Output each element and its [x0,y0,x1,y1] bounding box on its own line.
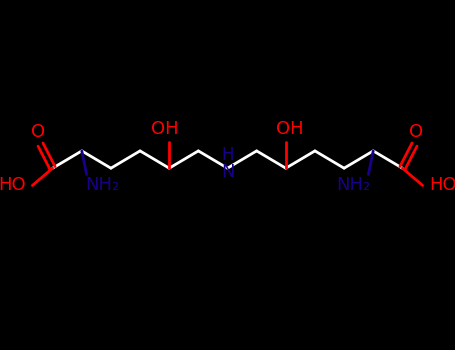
Text: O: O [31,123,46,141]
Text: NH₂: NH₂ [85,176,119,194]
Text: N: N [221,163,234,181]
Text: OH: OH [152,120,179,138]
Text: O: O [410,123,424,141]
Text: HO: HO [0,176,26,195]
Text: OH: OH [276,120,303,138]
Text: NH₂: NH₂ [336,176,370,194]
Text: H: H [221,146,234,163]
Text: HO: HO [429,176,455,195]
